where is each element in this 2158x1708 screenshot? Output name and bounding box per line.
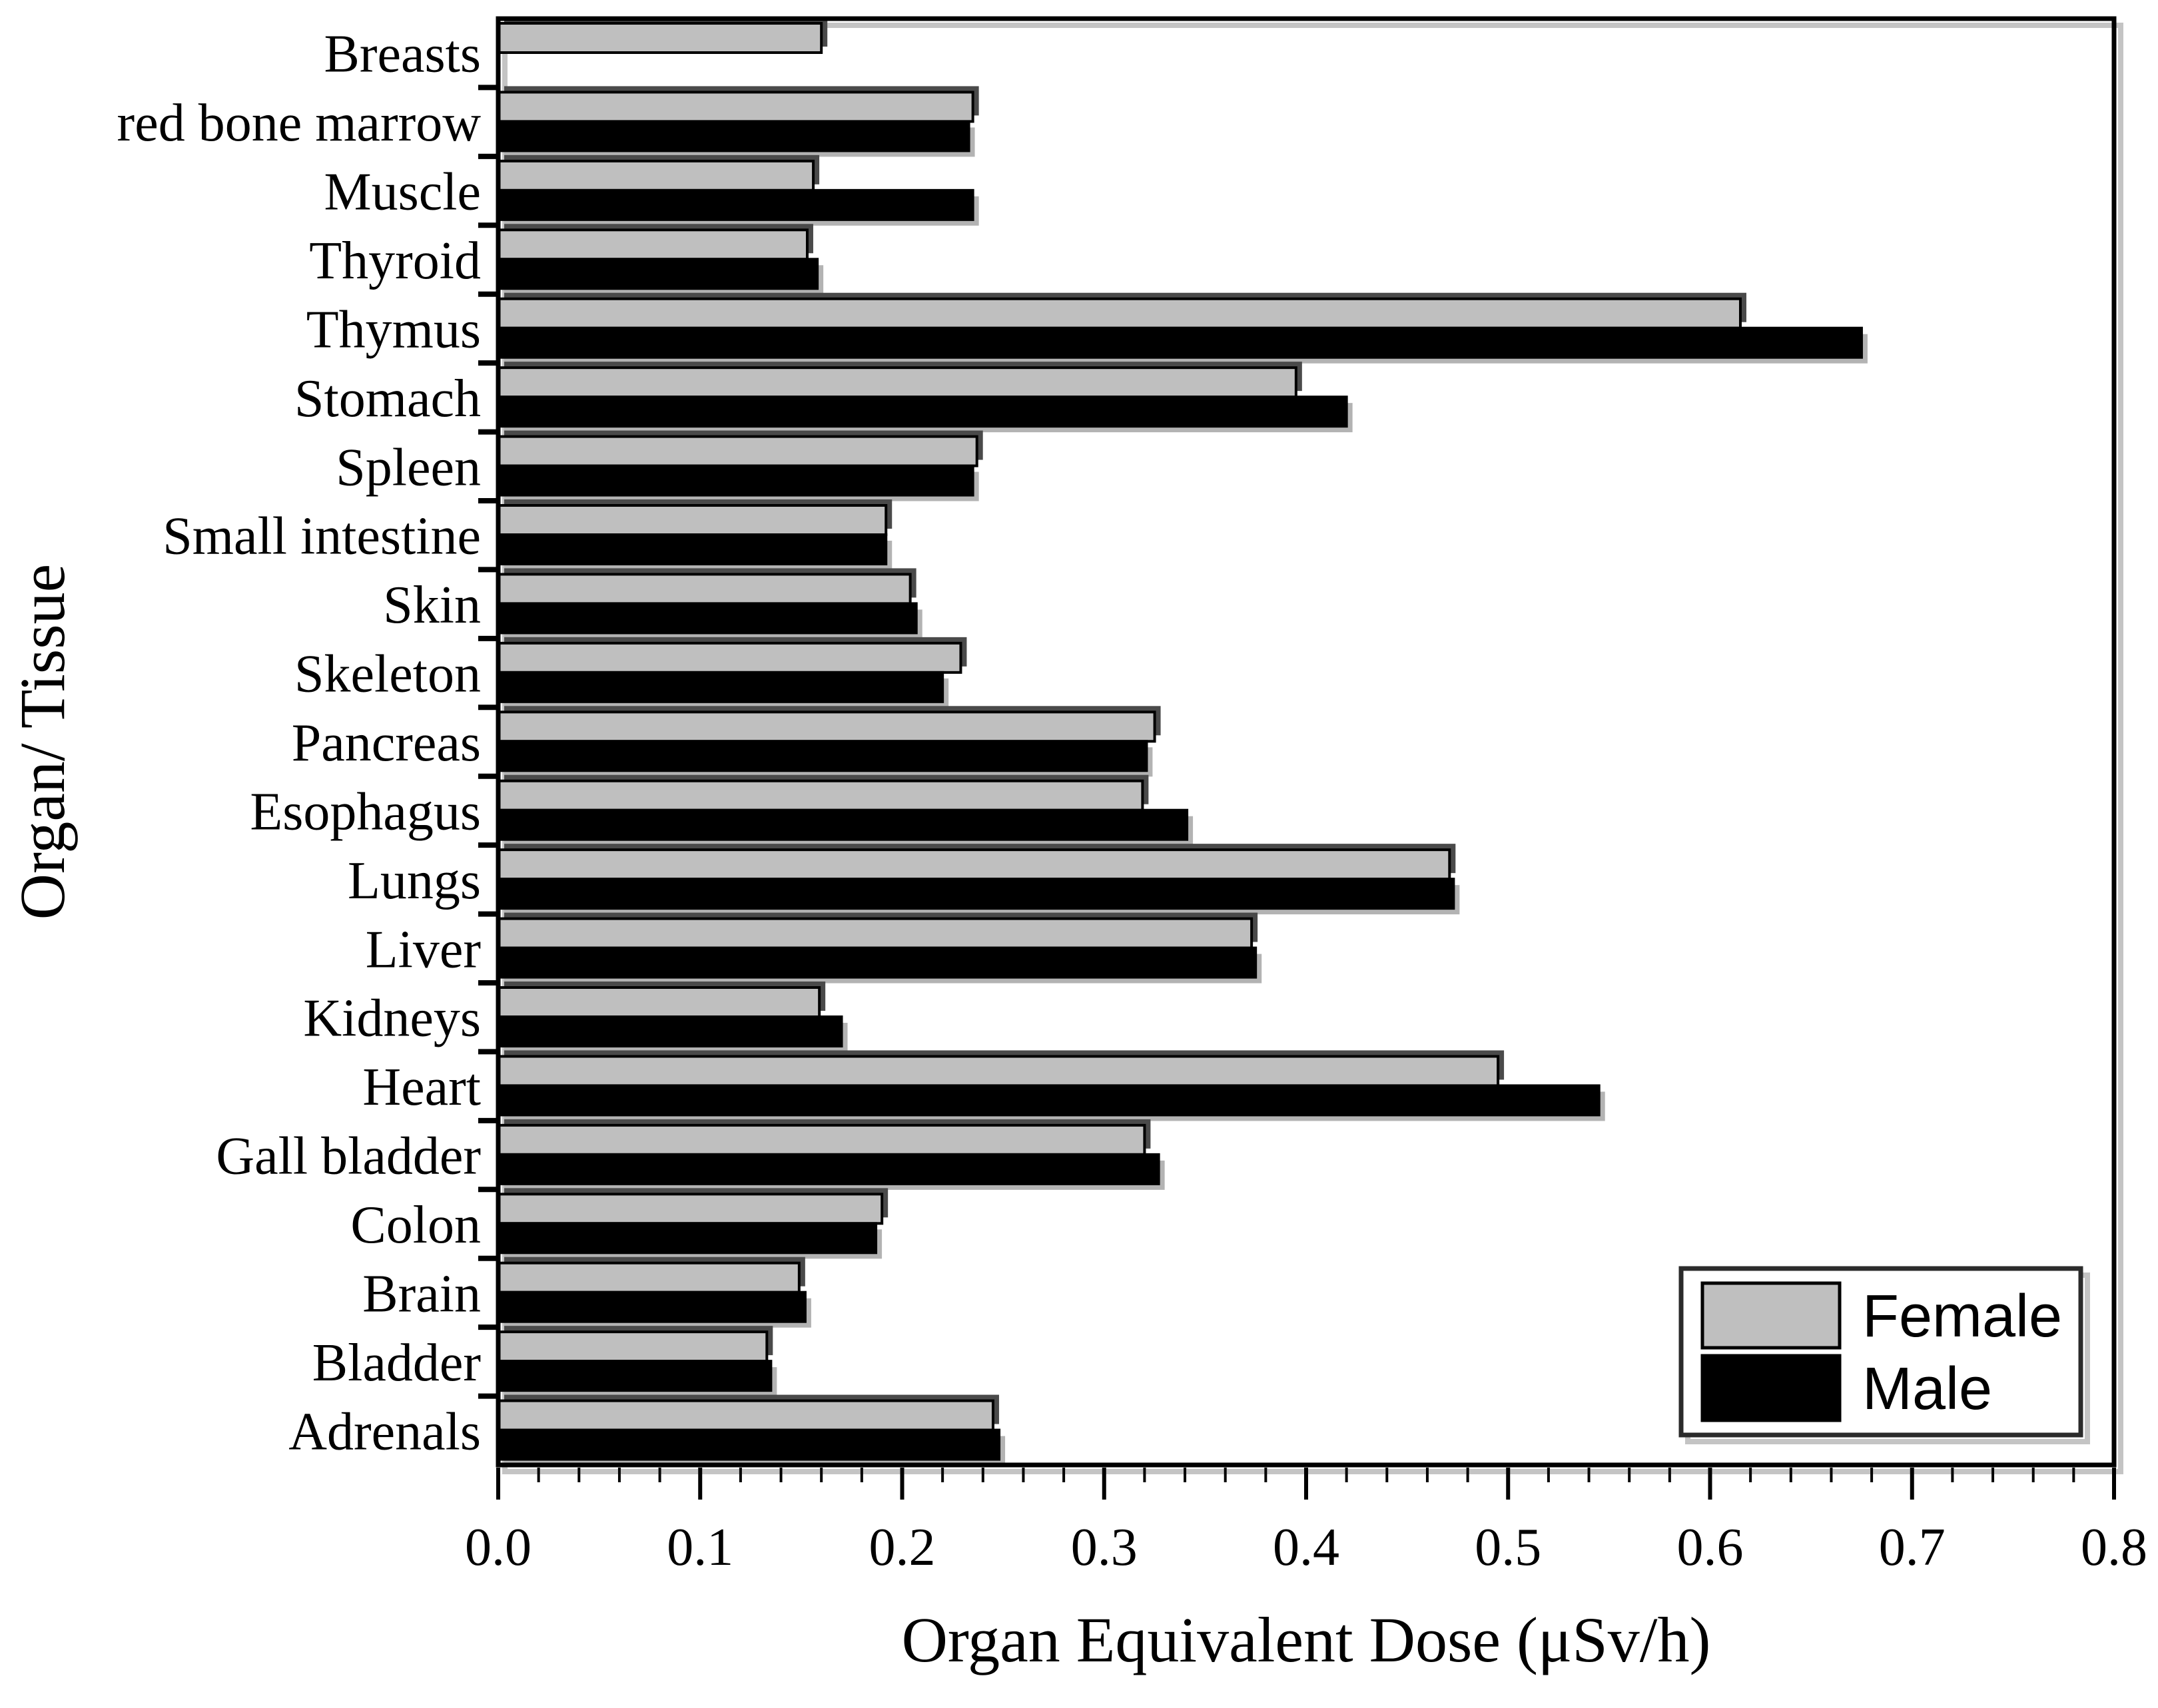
bar-male-adrenals bbox=[497, 1428, 1001, 1461]
bar-female-thyroid bbox=[497, 228, 809, 261]
ticks-layer bbox=[478, 85, 2116, 1500]
category-label-colon: Colon bbox=[350, 1196, 481, 1255]
legend-male-swatch bbox=[1700, 1354, 1842, 1422]
category-label-lungs: Lungs bbox=[348, 852, 481, 910]
bar-female-red-bone-marrow bbox=[497, 91, 974, 123]
bar-male-thymus bbox=[497, 326, 1863, 359]
category-label-adrenals: Adrenals bbox=[288, 1402, 481, 1461]
bar-female-thymus bbox=[497, 297, 1742, 330]
category-label-spleen: Spleen bbox=[336, 438, 481, 497]
bar-male-colon bbox=[497, 1222, 878, 1255]
category-label-kidneys: Kidneys bbox=[303, 990, 481, 1048]
bar-male-brain bbox=[497, 1290, 807, 1323]
bar-male-gall-bladder bbox=[497, 1153, 1160, 1185]
category-labels-layer: Breasts red bone marrow Muscle Thyroid Thymu… bbox=[117, 25, 482, 1462]
bar-female-gall-bladder bbox=[497, 1123, 1146, 1156]
bar-female-adrenals bbox=[497, 1399, 994, 1432]
bar-female-small-intestine bbox=[497, 504, 888, 536]
bar-female-spleen bbox=[497, 435, 978, 467]
bar-female-esophagus bbox=[497, 779, 1144, 812]
bar-female-liver bbox=[497, 917, 1254, 950]
bar-female-colon bbox=[497, 1193, 884, 1225]
bar-female-skeleton bbox=[497, 641, 962, 674]
bar-male-stomach bbox=[497, 396, 1348, 428]
bar-male-thyroid bbox=[497, 258, 819, 290]
category-label-small-intestine: Small intestine bbox=[163, 507, 481, 566]
category-label-thymus: Thymus bbox=[306, 300, 481, 359]
x-tick-label-0-3: 0.3 bbox=[1071, 1518, 1138, 1577]
plot-frame bbox=[496, 16, 2117, 1468]
category-label-stomach: Stomach bbox=[294, 370, 481, 428]
category-label-breasts: Breasts bbox=[324, 25, 481, 84]
legend-female-swatch bbox=[1700, 1281, 1842, 1350]
bars-layer bbox=[497, 17, 1868, 1466]
category-label-bladder: Bladder bbox=[312, 1334, 481, 1392]
bar-female-pancreas bbox=[497, 711, 1156, 743]
x-tick-labels-layer: 0.0 0.1 0.2 0.3 0.4 0.5 0.6 0.7 0.8 bbox=[465, 1518, 2147, 1577]
x-tick-label-0-2: 0.2 bbox=[869, 1518, 936, 1577]
bar-male-spleen bbox=[497, 464, 974, 497]
category-label-brain: Brain bbox=[362, 1265, 481, 1323]
bar-female-skin bbox=[497, 573, 912, 605]
category-label-gall-bladder: Gall bladder bbox=[216, 1127, 481, 1186]
bar-male-lungs bbox=[497, 878, 1455, 910]
bar-male-kidneys bbox=[497, 1015, 843, 1047]
bar-female-muscle bbox=[497, 159, 815, 192]
category-label-liver: Liver bbox=[366, 920, 481, 979]
bar-male-liver bbox=[497, 946, 1258, 979]
x-tick-label-0-6: 0.6 bbox=[1677, 1518, 1744, 1577]
legend-male-label: Male bbox=[1862, 1356, 1992, 1422]
x-axis-title: Organ Equivalent Dose (μSv/h) bbox=[902, 1604, 1711, 1675]
bar-female-heart bbox=[497, 1055, 1500, 1087]
category-label-pancreas: Pancreas bbox=[292, 714, 481, 772]
bar-female-kidneys bbox=[497, 986, 821, 1018]
x-tick-label-0-8: 0.8 bbox=[2081, 1518, 2147, 1577]
bar-female-bladder bbox=[497, 1330, 769, 1363]
bar-male-pancreas bbox=[497, 740, 1148, 772]
bar-male-heart bbox=[497, 1084, 1601, 1117]
category-label-heart: Heart bbox=[362, 1058, 481, 1117]
bar-male-red-bone-marrow bbox=[497, 120, 970, 152]
bar-male-skeleton bbox=[497, 671, 944, 703]
bar-male-skin bbox=[497, 602, 918, 635]
bar-female-lungs bbox=[497, 848, 1451, 881]
bar-female-breasts bbox=[497, 22, 823, 54]
category-label-skeleton: Skeleton bbox=[294, 645, 481, 704]
bar-male-muscle bbox=[497, 188, 974, 221]
category-label-red-bone-marrow: red bone marrow bbox=[117, 94, 482, 152]
x-tick-label-0-7: 0.7 bbox=[1879, 1518, 1946, 1577]
bar-female-stomach bbox=[497, 366, 1297, 399]
category-label-esophagus: Esophagus bbox=[250, 782, 481, 841]
bar-male-small-intestine bbox=[497, 533, 888, 565]
x-tick-label-0-5: 0.5 bbox=[1475, 1518, 1541, 1577]
legend-female-label: Female bbox=[1862, 1283, 2062, 1350]
bar-female-brain bbox=[497, 1261, 801, 1294]
category-label-skin: Skin bbox=[383, 576, 481, 635]
legend: Female Male bbox=[1678, 1266, 2090, 1444]
x-tick-label-0-4: 0.4 bbox=[1273, 1518, 1339, 1577]
category-label-thyroid: Thyroid bbox=[309, 232, 481, 290]
x-tick-label-0-0: 0.0 bbox=[465, 1518, 532, 1577]
bar-male-bladder bbox=[497, 1360, 773, 1392]
bar-male-esophagus bbox=[497, 808, 1189, 841]
category-label-muscle: Muscle bbox=[324, 163, 481, 222]
y-axis-title: Organ/ Tissue bbox=[7, 564, 78, 920]
x-tick-label-0-1: 0.1 bbox=[667, 1518, 733, 1577]
